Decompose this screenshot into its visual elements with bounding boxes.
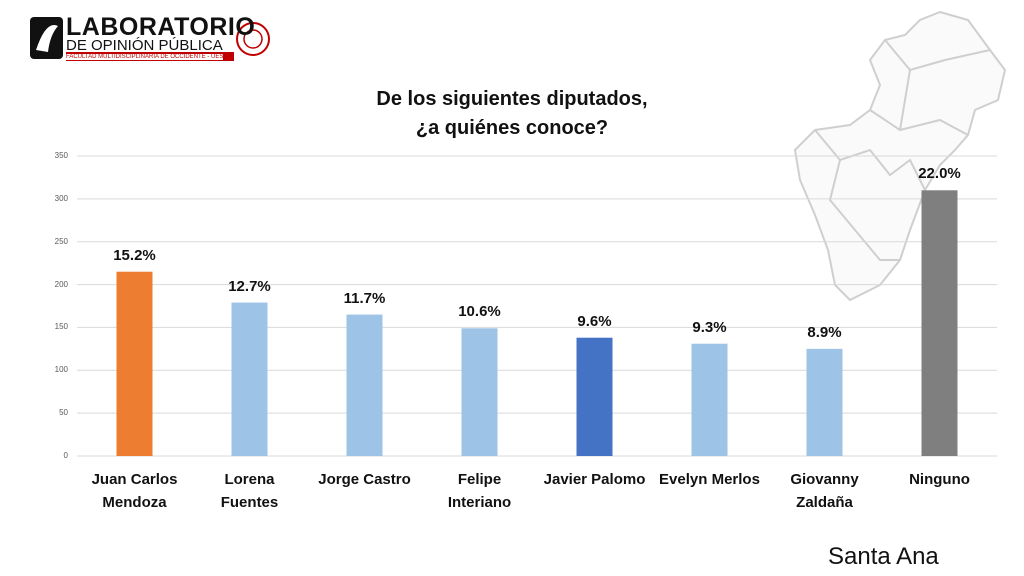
y-tick-label: 0 <box>63 451 68 460</box>
x-tick-label: Jorge Castro <box>318 471 411 488</box>
x-tick-label: Giovanny Zaldaña <box>790 471 859 511</box>
bar <box>691 343 728 456</box>
bar <box>921 190 958 457</box>
y-tick-label: 50 <box>59 408 68 418</box>
y-tick-label: 200 <box>54 279 68 289</box>
bar <box>576 337 613 456</box>
value-label: 9.3% <box>692 318 727 336</box>
value-label: 15.2% <box>113 246 156 264</box>
value-label: 8.9% <box>807 323 842 341</box>
logo-title: LABORATORIO <box>66 13 256 41</box>
y-tick-label: 250 <box>54 236 68 246</box>
value-label: 11.7% <box>343 289 386 307</box>
x-tick-label: Javier Palomo <box>543 471 646 488</box>
x-tick-label: Evelyn Merlos <box>659 471 760 488</box>
y-tick-label: 150 <box>54 322 68 332</box>
x-tick-label: Juan Carlos Mendoza <box>91 471 178 511</box>
bar <box>346 314 383 456</box>
x-tick-label: Ninguno <box>909 471 970 488</box>
chart-title: De los siguientes diputados, ¿a quiénes … <box>376 88 648 139</box>
value-label: 9.6% <box>577 312 612 330</box>
logo-subtitle: DE OPINIÓN PÚBLICA <box>66 37 223 54</box>
x-tick-label: Lorena Fuentes <box>220 471 279 511</box>
logo-faculty: FACULTAD MULTIDISCIPLINARIA DE OCCIDENTE… <box>66 54 224 60</box>
y-tick-label: 300 <box>54 193 68 203</box>
bar <box>231 302 268 456</box>
value-label: 22.0% <box>918 165 961 183</box>
bar <box>116 271 153 456</box>
value-label: 12.7% <box>228 277 271 295</box>
y-tick-label: 350 <box>54 151 68 160</box>
bar <box>806 348 843 456</box>
x-tick-label: Felipe Interiano <box>447 471 512 511</box>
y-tick-label: 100 <box>54 365 68 375</box>
value-label: 10.6% <box>458 303 501 321</box>
bar <box>461 328 498 456</box>
footer: Santa Ana <box>828 543 939 570</box>
